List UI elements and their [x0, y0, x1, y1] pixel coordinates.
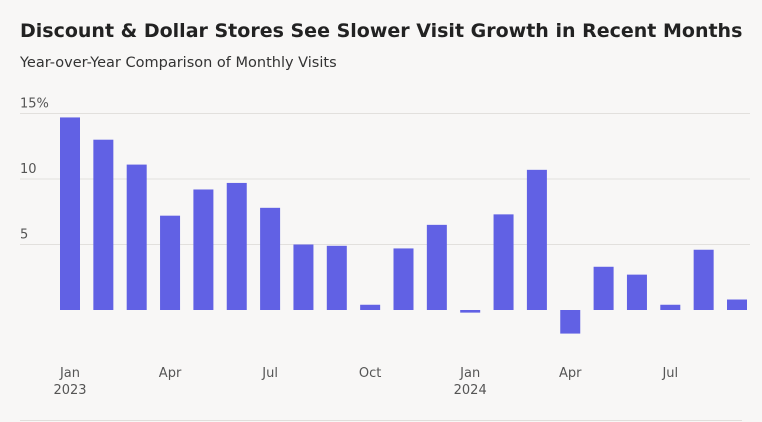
chart-subtitle: Year-over-Year Comparison of Monthly Vis… [20, 55, 337, 71]
y-tick-label: 5 [20, 228, 28, 243]
bar [493, 214, 514, 310]
bar [626, 274, 647, 310]
y-tick-label: 10 [20, 162, 37, 177]
bar [193, 189, 214, 310]
x-tick-label: Jul [261, 366, 278, 381]
bar [593, 266, 614, 310]
chart-title: Discount & Dollar Stores See Slower Visi… [20, 20, 743, 42]
bar [660, 304, 681, 310]
bar [460, 310, 481, 313]
x-tick-label: Jul [661, 366, 678, 381]
bars [60, 117, 747, 334]
bar [93, 139, 114, 310]
bottom-divider [20, 420, 742, 421]
bar [126, 164, 147, 310]
bar [727, 299, 747, 310]
y-axis-ticks: 5 10 15% [20, 97, 49, 243]
bar [160, 215, 181, 310]
bar [293, 244, 314, 310]
x-tick-label: Jan [59, 366, 80, 381]
bar [560, 310, 581, 334]
bar [260, 207, 281, 310]
bar [326, 245, 347, 310]
bar [60, 117, 80, 311]
x-tick-label: Apr [559, 366, 582, 381]
bar [393, 248, 414, 310]
x-tick-label: Jan [459, 366, 480, 381]
y-tick-label: 15% [20, 97, 49, 112]
x-tick-year-label: 2023 [53, 383, 86, 398]
bar [693, 249, 714, 310]
x-tick-label: Oct [359, 366, 381, 381]
bar [226, 182, 247, 310]
x-tick-label: Apr [159, 366, 182, 381]
x-tick-year-label: 2024 [454, 383, 487, 398]
bar [426, 224, 447, 310]
bar [526, 169, 547, 310]
bar [360, 304, 381, 310]
x-axis-ticks: Jan 2023 Apr Jul Oct Jan 2024 Apr Jul [53, 366, 678, 398]
